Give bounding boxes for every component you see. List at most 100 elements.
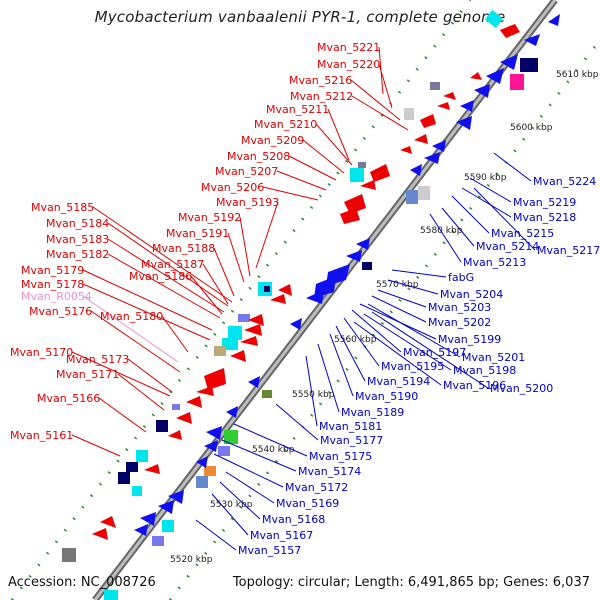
gene-label[interactable]: Mvan_5176: [29, 305, 92, 318]
gene-label[interactable]: Mvan_5185: [31, 201, 94, 214]
gene-label[interactable]: Mvan_5183: [46, 233, 109, 246]
gene-label[interactable]: Mvan_5212: [290, 90, 353, 103]
gene-label[interactable]: Mvan_5175: [309, 450, 372, 463]
gene-label[interactable]: Mvan_5173: [66, 353, 129, 366]
leader-line: [262, 186, 319, 201]
leader-line: [429, 213, 462, 263]
gene-label[interactable]: Mvan_5219: [513, 196, 576, 209]
gene-arrow: [400, 146, 412, 154]
gene-label[interactable]: Mvan_5193: [216, 196, 279, 209]
gene-label[interactable]: Mvan_5216: [289, 74, 352, 87]
gene-arrow: [414, 134, 428, 144]
gene-label[interactable]: Mvan_5171: [56, 368, 119, 381]
gene-label[interactable]: Mvan_5174: [298, 465, 361, 478]
gene-label[interactable]: Mvan_5208: [227, 150, 290, 163]
gene-label[interactable]: Mvan_5195: [381, 360, 444, 373]
gene-label[interactable]: Mvan_5180: [100, 310, 163, 323]
gene-label[interactable]: Mvan_5210: [254, 118, 317, 131]
gene-label[interactable]: Mvan_5211: [266, 103, 329, 116]
gene-label[interactable]: Mvan_5201: [462, 351, 525, 364]
gene-label[interactable]: Mvan_5192: [178, 211, 241, 224]
gene-box: [152, 536, 164, 546]
gene-label[interactable]: Mvan_5204: [440, 288, 503, 301]
gene-arrow: [437, 102, 450, 110]
accession-text: Accession: NC_008726: [8, 575, 156, 590]
leader-line: [276, 170, 327, 191]
leader-line: [461, 187, 512, 218]
gene-label[interactable]: Mvan_5224: [533, 175, 596, 188]
gene-label[interactable]: fabG: [448, 271, 474, 284]
rna-label[interactable]: Mvan_R0054: [21, 290, 92, 303]
gene-label[interactable]: Mvan_5189: [341, 406, 404, 419]
gene-label[interactable]: Mvan_5188: [152, 242, 215, 255]
gene-box: [136, 450, 148, 462]
gene-label[interactable]: Mvan_5184: [46, 217, 109, 230]
leader-line: [335, 325, 366, 382]
gene-label[interactable]: Mvan_5190: [355, 390, 418, 403]
leader-line: [387, 279, 439, 295]
gene-label[interactable]: Mvan_5215: [491, 227, 554, 240]
gene-arrow: [548, 14, 560, 26]
gene-label[interactable]: Mvan_5221: [317, 41, 380, 54]
leader-line: [378, 63, 393, 109]
gene-box: [204, 466, 216, 476]
gene-label[interactable]: Mvan_5196: [443, 379, 506, 392]
gene-label[interactable]: Mvan_5178: [21, 278, 84, 291]
gene-arrow: [204, 368, 226, 390]
gene-arrow: [356, 238, 370, 250]
gene-label[interactable]: Mvan_5169: [276, 497, 339, 510]
gene-label[interactable]: Mvan_5202: [428, 316, 491, 329]
gene-arrow: [500, 54, 518, 70]
gene-label[interactable]: Mvan_5213: [463, 256, 526, 269]
gene-label[interactable]: Mvan_5198: [453, 364, 516, 377]
gene-label[interactable]: Mvan_5161: [10, 429, 73, 442]
gene-label[interactable]: Mvan_5166: [37, 392, 100, 405]
leader-line: [317, 343, 340, 413]
gene-label[interactable]: Mvan_5206: [201, 181, 264, 194]
leader-line: [90, 310, 181, 373]
leader-line: [117, 373, 165, 411]
gene-label[interactable]: Mvan_5182: [46, 248, 109, 261]
gene-label[interactable]: Mvan_5179: [21, 264, 84, 277]
gene-arrow: [230, 350, 246, 362]
gene-label[interactable]: Mvan_5209: [241, 134, 304, 147]
gene-box: [404, 108, 414, 120]
gene-box: [156, 420, 168, 432]
outer-dotted-track-left: [10, 0, 472, 600]
leader-line: [107, 222, 229, 307]
leader-line: [195, 519, 237, 551]
gene-label[interactable]: Mvan_5170: [10, 346, 73, 359]
gene-arrow: [486, 68, 504, 84]
leader-line: [227, 232, 245, 283]
gene-box: [218, 446, 230, 456]
gene-label[interactable]: Mvan_5197: [403, 346, 466, 359]
gene-arrow: [290, 318, 302, 330]
gene-label[interactable]: Mvan_5194: [367, 375, 430, 388]
gene-label[interactable]: Mvan_5186: [129, 270, 192, 283]
gene-label[interactable]: Mvan_5203: [428, 301, 491, 314]
gene-label[interactable]: Mvan_5218: [513, 211, 576, 224]
gene-label[interactable]: Mvan_5214: [476, 240, 539, 253]
gene-label[interactable]: Mvan_5167: [250, 529, 313, 542]
gene-box: [132, 486, 142, 496]
gene-label[interactable]: Mvan_5187: [141, 258, 204, 271]
gene-label[interactable]: Mvan_5157: [238, 544, 301, 557]
gene-label[interactable]: Mvan_5177: [320, 434, 383, 447]
gene-label[interactable]: Mvan_5200: [490, 382, 553, 395]
gene-label[interactable]: Mvan_5181: [319, 420, 382, 433]
gene-arrow: [474, 84, 490, 98]
gene-box: [126, 462, 138, 472]
gene-label[interactable]: Mvan_5220: [317, 58, 380, 71]
gene-label[interactable]: Mvan_5199: [438, 333, 501, 346]
leader-line: [377, 289, 427, 308]
gene-label[interactable]: Mvan_5172: [285, 481, 348, 494]
gene-label[interactable]: Mvan_5168: [262, 513, 325, 526]
gene-arrow: [240, 336, 258, 346]
gene-label[interactable]: Mvan_5207: [215, 165, 278, 178]
gene-label[interactable]: Mvan_5217: [537, 244, 600, 257]
leader-line: [327, 108, 350, 161]
gene-label[interactable]: Mvan_5191: [166, 227, 229, 240]
leader-line: [275, 403, 319, 441]
scale-tick-label: 5560 kbp: [334, 335, 377, 345]
leader-line: [221, 439, 297, 472]
